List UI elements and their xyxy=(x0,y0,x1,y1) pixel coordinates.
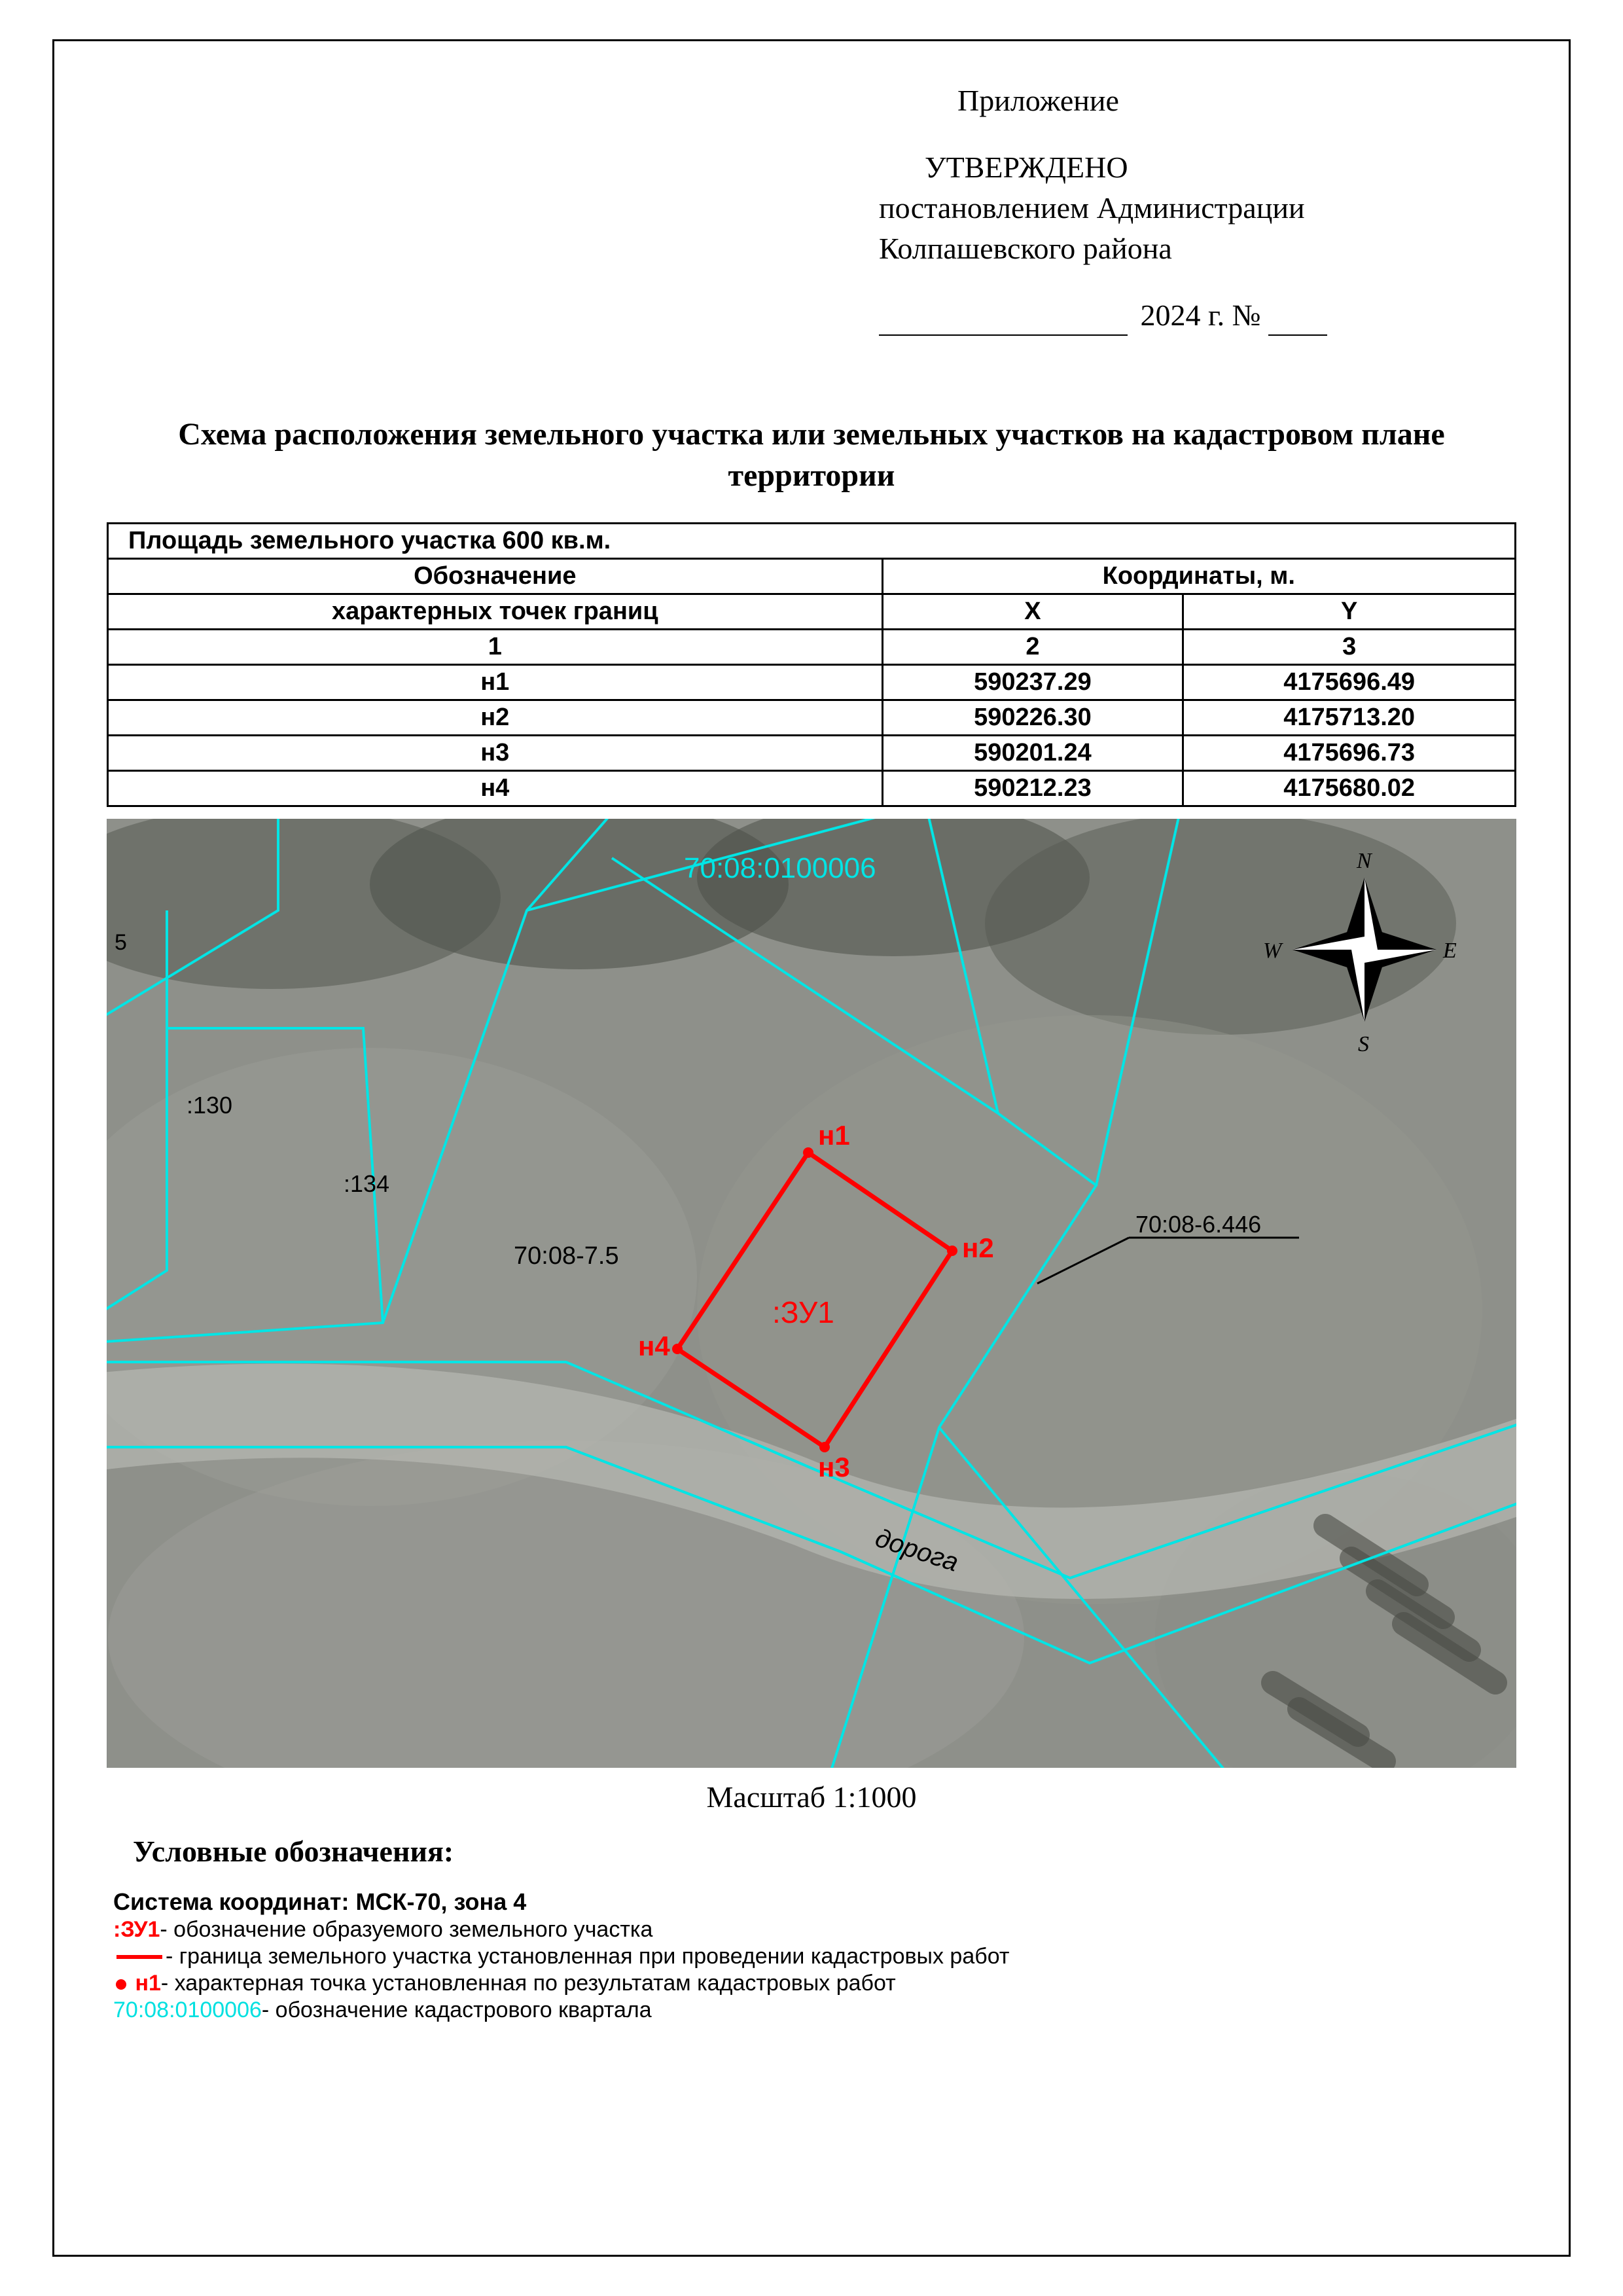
appendix-label: Приложение xyxy=(879,81,1516,121)
table-cell: 590212.23 xyxy=(882,771,1183,806)
idx-1: 1 xyxy=(108,630,883,665)
map-svg: н1 н2 н3 н4 :ЗУ1 70:08:0100006 5 :130 :134 70:08-… xyxy=(107,819,1516,1768)
legend-block-text: - обозначение кадастрового квартала xyxy=(262,1998,652,2023)
decree-line2: Колпашевского района xyxy=(879,228,1516,269)
svg-text::ЗУ1: :ЗУ1 xyxy=(772,1295,834,1329)
col-points: характерных точек границ xyxy=(108,594,883,630)
table-cell: н4 xyxy=(108,771,883,806)
legend-block-sym: 70:08:0100006 xyxy=(113,1998,262,2023)
approved-label: УТВЕРЖДЕНО xyxy=(879,147,1516,188)
legend-block: Условные обозначения: Система координат:… xyxy=(107,1834,1516,2023)
coord-system: Система координат: МСК-70, зона 4 xyxy=(113,1888,1516,1916)
table-cell: 590237.29 xyxy=(882,665,1183,700)
svg-text:н2: н2 xyxy=(962,1232,994,1263)
svg-text:70:08:0100006: 70:08:0100006 xyxy=(684,852,876,884)
table-cell: 4175696.73 xyxy=(1183,736,1516,771)
svg-text:N: N xyxy=(1356,849,1373,873)
svg-text:н4: н4 xyxy=(638,1331,670,1361)
year-label: 2024 г. № xyxy=(1141,298,1261,332)
area-cell: Площадь земельного участка 600 кв.м. xyxy=(108,524,1516,559)
table-cell: н1 xyxy=(108,665,883,700)
legend-zu: :ЗУ1 - обозначение образуемого земельног… xyxy=(113,1917,1516,1943)
col-designation: Обозначение xyxy=(108,559,883,594)
col-x: X xyxy=(882,594,1183,630)
coordinates-table: Площадь земельного участка 600 кв.м. Обо… xyxy=(107,522,1516,807)
svg-text::134: :134 xyxy=(344,1170,389,1197)
table-cell: 590201.24 xyxy=(882,736,1183,771)
legend-point: н1 - характерная точка установленная по … xyxy=(113,1971,1516,1996)
scheme-title: Схема расположения земельного участка ил… xyxy=(107,414,1516,496)
legend-point-sym: н1 xyxy=(113,1971,161,1996)
decree-date-line: 2024 г. № xyxy=(879,295,1516,336)
scale-label: Масштаб 1:1000 xyxy=(107,1780,1516,1814)
table-cell: 590226.30 xyxy=(882,700,1183,736)
approval-header: Приложение УТВЕРЖДЕНО постановлением Адм… xyxy=(879,81,1516,336)
svg-text:W: W xyxy=(1263,939,1283,963)
svg-text::130: :130 xyxy=(187,1092,232,1119)
svg-text:E: E xyxy=(1442,939,1457,963)
table-cell: 4175696.49 xyxy=(1183,665,1516,700)
col-coords: Координаты, м. xyxy=(882,559,1515,594)
legend-zu-sym: :ЗУ1 xyxy=(113,1917,160,1943)
svg-text:н1: н1 xyxy=(818,1120,850,1151)
table-cell: н3 xyxy=(108,736,883,771)
col-y: Y xyxy=(1183,594,1516,630)
table-cell: н2 xyxy=(108,700,883,736)
idx-2: 2 xyxy=(882,630,1183,665)
legend-border: - граница земельного участка установленн… xyxy=(113,1944,1516,1969)
legend-point-text: - характерная точка установленная по рез… xyxy=(161,1971,896,1996)
cadastral-map: н1 н2 н3 н4 :ЗУ1 70:08:0100006 5 :130 :134 70:08-… xyxy=(107,819,1516,1768)
legend-title: Условные обозначения: xyxy=(133,1834,1516,1869)
legend-block-row: 70:08:0100006 - обозначение кадастрового… xyxy=(113,1998,1516,2023)
svg-text:S: S xyxy=(1358,1032,1369,1056)
legend-zu-text: - обозначение образуемого земельного уча… xyxy=(160,1917,652,1943)
svg-text:70:08-6.446: 70:08-6.446 xyxy=(1135,1211,1261,1238)
table-cell: 4175680.02 xyxy=(1183,771,1516,806)
svg-text:70:08-7.5: 70:08-7.5 xyxy=(514,1242,619,1270)
svg-text:5: 5 xyxy=(115,930,127,955)
decree-line1: постановлением Администрации xyxy=(879,188,1516,228)
legend-border-text: - граница земельного участка установленн… xyxy=(166,1944,1009,1969)
legend-border-sym xyxy=(113,1950,166,1964)
table-cell: 4175713.20 xyxy=(1183,700,1516,736)
svg-text:н3: н3 xyxy=(818,1452,850,1482)
idx-3: 3 xyxy=(1183,630,1516,665)
